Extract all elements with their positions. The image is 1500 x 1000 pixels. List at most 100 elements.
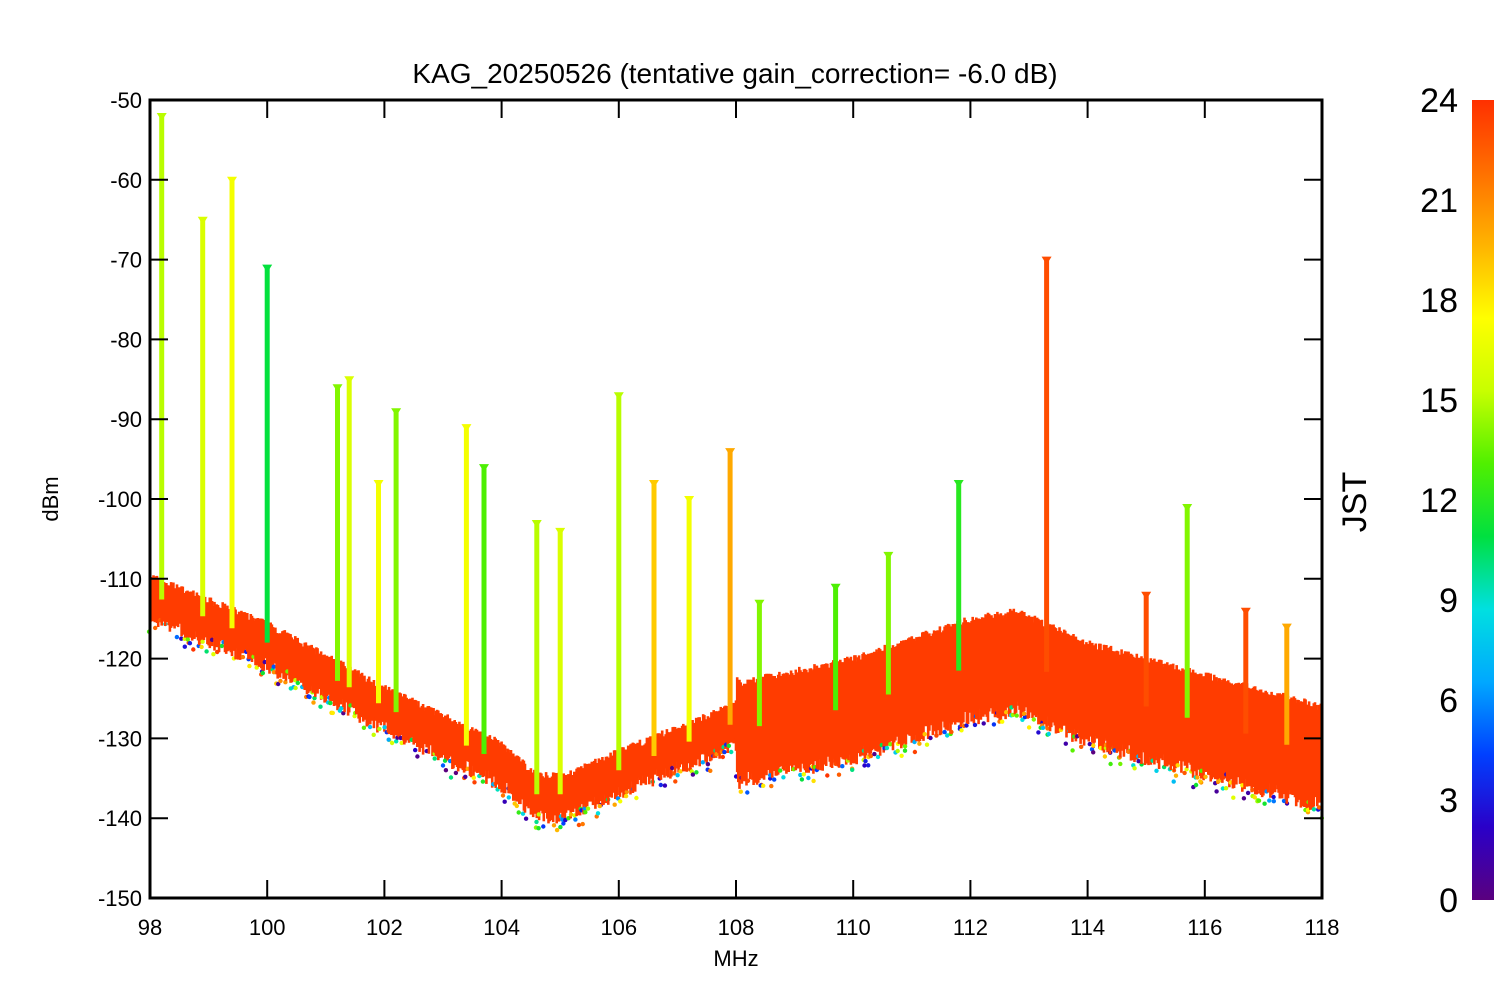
signal-peak [883, 551, 894, 695]
y-axis-label: dBm [38, 476, 63, 521]
low-sample-point [278, 678, 283, 684]
chart-title: KAG_20250526 (tentative gain_correction=… [412, 58, 1057, 89]
low-sample-point [634, 795, 639, 801]
low-sample-point [700, 760, 705, 765]
x-tick-label: 108 [718, 915, 755, 940]
plot-area [146, 112, 1325, 833]
low-sample-point [1091, 743, 1096, 748]
signal-peak [332, 384, 343, 681]
low-sample-point [1223, 786, 1229, 791]
y-tick-label: -100 [98, 487, 142, 512]
low-sample-point [394, 739, 399, 744]
low-sample-point [312, 695, 317, 701]
low-sample-point [191, 647, 196, 652]
low-sample-point [500, 793, 506, 798]
y-tick-label: -150 [98, 886, 142, 911]
low-sample-point [1014, 713, 1019, 718]
y-tick-label: -80 [110, 327, 142, 352]
low-sample-point [781, 775, 786, 780]
low-sample-point [398, 735, 403, 741]
low-sample-point [934, 733, 939, 738]
peak-marker [373, 480, 384, 489]
low-sample-point [678, 769, 683, 774]
peak-marker [262, 264, 273, 273]
signal-peak [391, 408, 402, 713]
low-sample-point [1252, 795, 1258, 800]
low-sample-point [964, 723, 969, 728]
peak-marker [1041, 256, 1052, 265]
peak-marker [531, 519, 542, 528]
signal-peaks [156, 112, 1292, 795]
low-sample-point [1241, 796, 1247, 801]
low-sample-point [912, 749, 918, 755]
low-sample-point [1250, 787, 1255, 792]
signal-peak [725, 448, 736, 725]
low-sample-point [260, 670, 265, 676]
low-sample-point [624, 789, 629, 795]
low-sample-point [585, 806, 591, 811]
low-sample-point [1193, 782, 1199, 788]
y-tick-label: -90 [110, 407, 142, 432]
low-sample-point [945, 733, 950, 738]
peak-marker [883, 551, 894, 560]
low-sample-point [673, 779, 678, 784]
signal-peak [531, 519, 542, 795]
peak-marker [613, 392, 624, 401]
low-sample-point [949, 729, 954, 735]
low-sample-point [745, 778, 751, 783]
x-tick-label: 104 [483, 915, 520, 940]
low-sample-point [199, 644, 204, 650]
low-sample-point [761, 783, 766, 788]
low-sample-point [328, 700, 333, 706]
low-sample-point [330, 710, 335, 716]
x-tick-label: 106 [600, 915, 637, 940]
peak-marker [461, 424, 472, 433]
low-sample-point [1214, 789, 1219, 794]
peak-marker [1141, 591, 1152, 600]
low-sample-point [806, 775, 811, 781]
low-sample-point [1091, 750, 1096, 755]
low-sample-point [772, 777, 777, 782]
low-sample-point [972, 722, 978, 728]
colorbar-ticks: 0 3 6 9 12 15 18 21 24 [1420, 82, 1458, 920]
low-sample-point [1070, 748, 1075, 753]
signal-peak [1281, 623, 1292, 745]
x-axis-label: MHz [713, 946, 758, 971]
low-sample-point [720, 754, 725, 760]
low-sample-point [1126, 749, 1131, 754]
signal-peak [227, 176, 238, 629]
low-sample-point [1079, 744, 1084, 749]
low-sample-point [440, 763, 446, 768]
low-sample-point [705, 762, 711, 767]
low-sample-point [442, 758, 448, 763]
low-sample-point [1175, 763, 1180, 768]
low-sample-point [1195, 775, 1200, 780]
low-sample-point [568, 812, 574, 817]
peak-marker [332, 384, 343, 393]
colorbar-tick-label: 24 [1420, 82, 1458, 120]
peak-marker [754, 599, 765, 608]
low-sample-point [453, 770, 459, 776]
colorbar-label: JST [1336, 472, 1374, 532]
low-sample-point [448, 775, 454, 780]
colorbar-tick-label: 9 [1439, 582, 1458, 620]
low-sample-point [558, 824, 563, 830]
low-sample-point [875, 754, 881, 760]
colorbar-tick-label: 21 [1420, 182, 1458, 220]
low-sample-point [293, 685, 298, 691]
low-sample-point [612, 802, 617, 807]
low-sample-point [868, 753, 873, 759]
low-sample-point [219, 643, 225, 649]
low-sample-point [1036, 730, 1041, 735]
x-tick-label: 98 [138, 915, 162, 940]
low-sample-point [623, 793, 629, 799]
peak-marker [1281, 623, 1292, 632]
low-sample-point [708, 768, 713, 773]
colorbar-tick-label: 6 [1439, 682, 1458, 720]
low-sample-point [1154, 768, 1159, 773]
colorbar-tick-label: 3 [1439, 782, 1458, 820]
peak-marker [197, 216, 208, 225]
signal-peak [1182, 503, 1193, 718]
colorbar [1472, 100, 1494, 900]
low-sample-point [471, 775, 476, 780]
